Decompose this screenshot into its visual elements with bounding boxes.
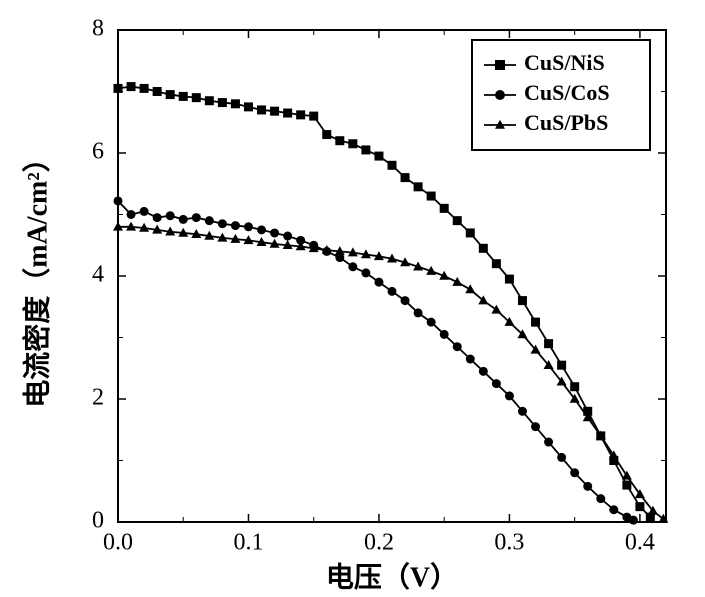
legend-item-label: CuS/NiS [524, 50, 605, 75]
chart-container: 0.0 0.1 0.2 0.3 0.4 0 2 4 6 8 电压（V） 电流密度（mA/cm²） CuS… [0, 0, 705, 597]
x-tick-label: 0.0 [103, 530, 133, 556]
y-tick-label: 4 [92, 262, 104, 288]
iv-curve-chart: 0.0 0.1 0.2 0.3 0.4 0 2 4 6 8 电压（V） 电流密度（mA/cm²） CuS… [0, 0, 705, 597]
y-tick-label: 6 [92, 139, 104, 165]
x-axis-label: 电压（V） [326, 560, 458, 593]
series-CuS/PbS [113, 222, 668, 523]
x-tick-label: 0.4 [625, 530, 655, 556]
y-tick-label: 2 [92, 385, 104, 411]
legend-item-label: CuS/CoS [524, 80, 610, 105]
x-tick-label: 0.2 [364, 530, 394, 556]
y-tick-label: 0 [92, 508, 104, 534]
x-tick-label: 0.1 [233, 530, 263, 556]
y-tick-label: 8 [92, 16, 104, 42]
legend: CuS/NiS CuS/CoS CuS/PbS [472, 40, 650, 150]
legend-item-label: CuS/PbS [524, 110, 608, 135]
y-axis-label: 电流密度（mA/cm²） [20, 144, 53, 407]
x-tick-label: 0.3 [494, 530, 524, 556]
